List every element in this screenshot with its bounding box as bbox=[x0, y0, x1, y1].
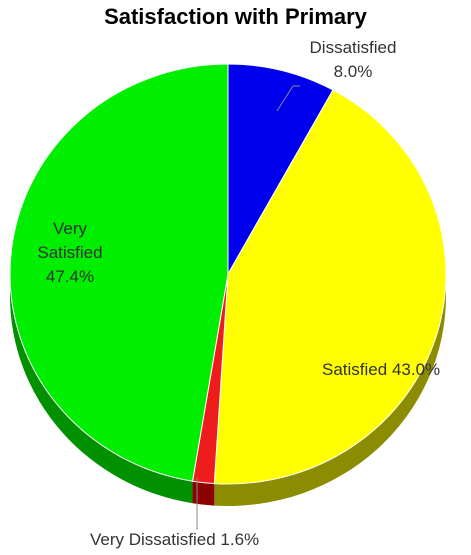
chart-title: Satisfaction with Primary bbox=[104, 4, 367, 29]
slice-label-very-dissatisfied: Very Dissatisfied 1.6% bbox=[90, 528, 330, 552]
slice-label-very-satisfied: Very Satisfied 47.4% bbox=[20, 217, 120, 289]
category-label: Dissatisfied bbox=[309, 38, 397, 57]
category-label: Very Satisfied bbox=[37, 219, 103, 262]
category-label: Very Dissatisfied bbox=[90, 530, 216, 549]
slice-dissatisfied bbox=[227, 63, 334, 276]
value-label: 1.6% bbox=[220, 530, 260, 549]
leader-line-dissatisfied bbox=[276, 85, 300, 112]
slice-side-very-dissatisfied bbox=[192, 481, 215, 506]
value-label: 47.4% bbox=[45, 267, 95, 286]
slice-side-very-satisfied bbox=[10, 274, 193, 504]
slice-label-satisfied: Satisfied 43.0% bbox=[322, 358, 471, 382]
value-label: 8.0% bbox=[333, 62, 373, 81]
slice-satisfied bbox=[213, 89, 447, 485]
slice-very-satisfied bbox=[9, 63, 229, 482]
value-label: 43.0% bbox=[391, 360, 441, 379]
category-label: Satisfied bbox=[322, 360, 388, 379]
slice-label-dissatisfied: Dissatisfied 8.0% bbox=[293, 36, 413, 84]
